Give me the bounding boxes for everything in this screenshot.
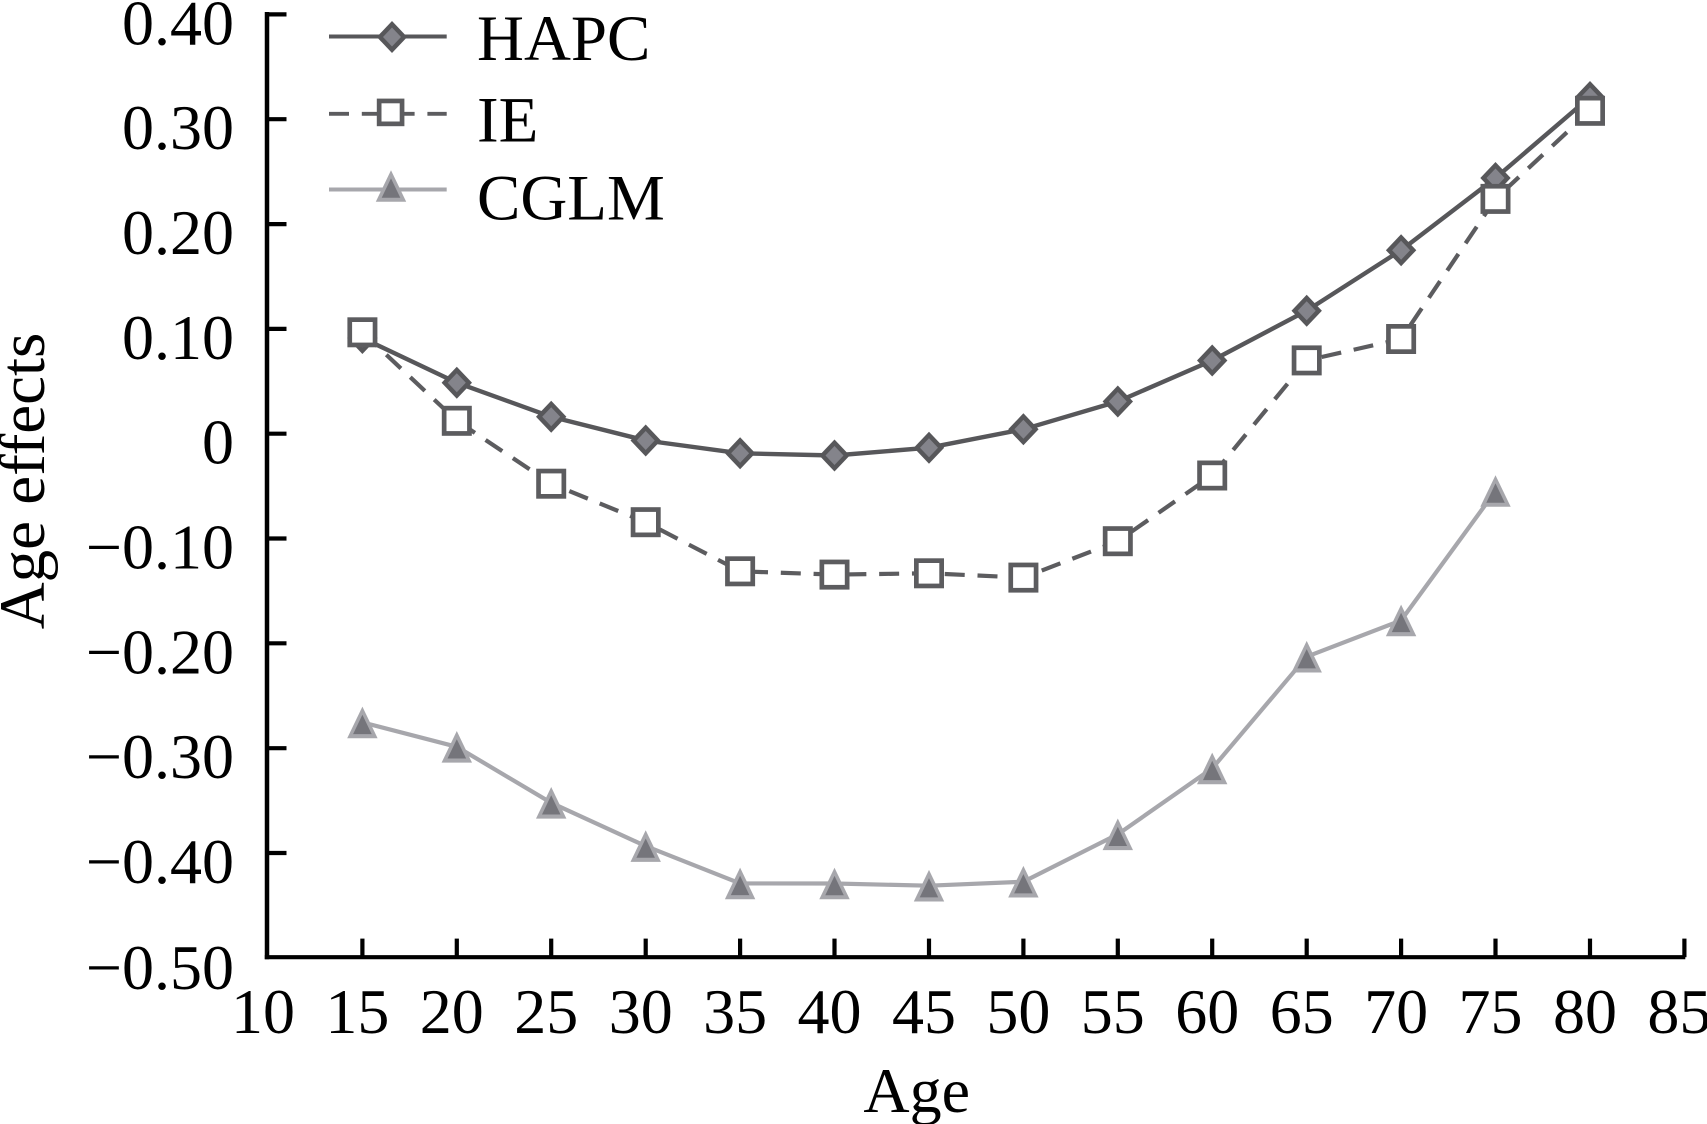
svg-text:70: 70	[1364, 976, 1428, 1047]
svg-text:35: 35	[703, 976, 767, 1047]
svg-text:0.20: 0.20	[122, 197, 234, 268]
svg-text:0.30: 0.30	[122, 92, 234, 163]
svg-text:Age: Age	[863, 1055, 970, 1124]
svg-text:15: 15	[325, 976, 389, 1047]
svg-text:−0.50: −0.50	[86, 932, 234, 1003]
svg-text:10: 10	[231, 976, 295, 1047]
svg-text:40: 40	[798, 976, 862, 1047]
svg-text:30: 30	[609, 976, 673, 1047]
svg-text:Age effects: Age effects	[0, 333, 59, 630]
svg-text:20: 20	[420, 976, 484, 1047]
svg-text:CGLM: CGLM	[477, 163, 665, 235]
svg-text:75: 75	[1459, 976, 1523, 1047]
svg-text:0: 0	[202, 407, 234, 478]
svg-text:50: 50	[986, 976, 1050, 1047]
svg-text:80: 80	[1553, 976, 1617, 1047]
svg-text:0.40: 0.40	[122, 0, 234, 58]
svg-text:−0.40: −0.40	[86, 826, 234, 897]
svg-text:65: 65	[1270, 976, 1334, 1047]
svg-text:60: 60	[1175, 976, 1239, 1047]
svg-text:−0.30: −0.30	[86, 721, 234, 792]
svg-text:25: 25	[514, 976, 578, 1047]
svg-text:0.10: 0.10	[122, 302, 234, 373]
svg-text:85: 85	[1647, 976, 1707, 1047]
svg-text:HAPC: HAPC	[477, 3, 650, 75]
svg-text:−0.10: −0.10	[86, 512, 234, 583]
svg-text:55: 55	[1081, 976, 1145, 1047]
svg-text:IE: IE	[477, 85, 538, 157]
svg-text:−0.20: −0.20	[86, 616, 234, 687]
svg-text:45: 45	[892, 976, 956, 1047]
